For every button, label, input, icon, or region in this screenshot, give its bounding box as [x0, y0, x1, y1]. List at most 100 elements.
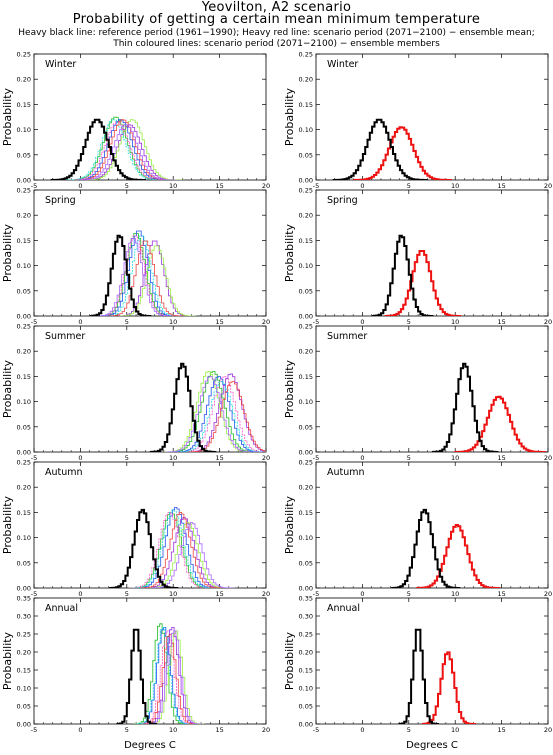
chart-title: Yeovilton, A2 scenario — [201, 0, 352, 15]
chart-subtitle: Probability of getting a certain mean mi… — [72, 12, 481, 27]
axes-frame — [315, 325, 549, 453]
y-axis-label: Probability — [1, 223, 14, 282]
x-tick-label: -5 — [313, 182, 319, 190]
scenario-mean-line — [454, 395, 546, 452]
x-tick-label: -5 — [31, 454, 37, 462]
y-tick-label: 0.00 — [17, 177, 31, 185]
x-tick-label: -5 — [31, 590, 37, 598]
y-tick-label: 0.05 — [299, 151, 313, 159]
y-tick-label: 0.15 — [299, 667, 313, 675]
season-label: Autumn — [327, 467, 365, 478]
series-group — [50, 116, 183, 180]
season-label: Winter — [45, 59, 76, 70]
x-tick-label: -5 — [313, 590, 319, 598]
y-axis-label: Probability — [283, 87, 296, 146]
member-line — [133, 623, 189, 724]
y-axis-label: Probability — [1, 631, 14, 690]
y-axis-label: Probability — [1, 495, 14, 554]
x-tick-label: 10 — [169, 182, 177, 190]
panel-annual-members: 0.00 0.05 0.10 0.15 0.20 0.25 0.30 0.35 -5 0 5 10 15… — [1, 595, 270, 735]
reference-line — [391, 508, 461, 588]
member-line — [108, 240, 185, 316]
member-line — [147, 630, 203, 724]
y-tick-label: 0.15 — [17, 101, 31, 109]
x-tick-label: 0 — [360, 454, 364, 462]
reference-line — [109, 508, 179, 588]
season-label: Annual — [45, 603, 78, 614]
x-tick-label: 20 — [262, 726, 270, 734]
y-tick-label: 0.25 — [17, 631, 31, 639]
axes-frame — [33, 461, 267, 589]
panel-autumn-members: 0.00 0.05 0.10 0.15 0.20 0.25 -5 0 5 10 15 20 Autumn… — [1, 459, 270, 599]
x-tick-label: 10 — [169, 318, 177, 326]
x-tick-label: 15 — [215, 318, 223, 326]
y-tick-label: 0.00 — [17, 449, 31, 457]
reference-line — [371, 234, 434, 316]
x-tick-label: 0 — [360, 182, 364, 190]
member-line — [174, 376, 266, 452]
y-tick-label: 0.00 — [299, 177, 313, 185]
series-group — [149, 362, 266, 452]
x-tick-label: 5 — [125, 182, 129, 190]
reference-line — [398, 628, 439, 724]
x-tick-label: 0 — [360, 318, 364, 326]
x-tick-label: 10 — [451, 454, 459, 462]
x-tick-label: 0 — [78, 182, 82, 190]
x-tick-label: 0 — [78, 726, 82, 734]
x-axis-label: Degrees C — [124, 740, 176, 751]
x-tick-label: 15 — [497, 318, 505, 326]
series-group — [391, 508, 501, 588]
y-tick-label: 0.10 — [17, 685, 31, 693]
y-tick-label: 0.10 — [17, 398, 31, 406]
axes-frame — [33, 597, 267, 725]
member-line — [74, 119, 174, 180]
member-line — [117, 240, 195, 316]
y-tick-label: 0.25 — [17, 459, 31, 467]
series-group — [89, 230, 196, 316]
y-tick-label: 0.10 — [17, 534, 31, 542]
x-tick-label: 10 — [169, 590, 177, 598]
x-tick-label: -5 — [31, 182, 37, 190]
y-axis-label: Probability — [283, 223, 296, 282]
series-group — [431, 362, 546, 452]
member-line — [139, 512, 224, 588]
x-tick-label: 5 — [125, 726, 129, 734]
axes-frame — [315, 597, 549, 725]
y-tick-label: 0.00 — [299, 449, 313, 457]
member-line — [147, 522, 232, 588]
x-tick-label: -5 — [313, 318, 319, 326]
season-label: Annual — [327, 603, 360, 614]
y-tick-label: 0.05 — [17, 151, 31, 159]
y-tick-label: 0.20 — [17, 484, 31, 492]
panel-summer-mean: 0.00 0.05 0.10 0.15 0.20 0.25 -5 0 5 10 15 20 Summer… — [283, 323, 552, 463]
member-line — [135, 507, 220, 588]
member-line — [69, 121, 169, 180]
y-tick-label: 0.20 — [17, 348, 31, 356]
x-axis-label: Degrees C — [406, 740, 458, 751]
season-label: Summer — [45, 331, 85, 342]
x-tick-label: 15 — [215, 590, 223, 598]
member-line — [136, 627, 192, 724]
member-line — [81, 124, 181, 180]
x-tick-label: 5 — [407, 726, 411, 734]
panel-spring-mean: 0.00 0.05 0.10 0.15 0.20 0.25 -5 0 5 10 15 20 Spring… — [283, 187, 552, 327]
season-label: Autumn — [45, 467, 83, 478]
member-line — [143, 517, 228, 588]
x-tick-label: 20 — [544, 590, 552, 598]
y-tick-label: 0.15 — [299, 101, 313, 109]
y-tick-label: 0.35 — [299, 595, 313, 603]
x-tick-label: 10 — [169, 454, 177, 462]
scenario-mean-line — [421, 651, 477, 724]
panel-summer-members: 0.00 0.05 0.10 0.15 0.20 0.25 -5 0 5 10 15 20 Summer… — [1, 323, 270, 463]
y-tick-label: 0.15 — [17, 509, 31, 517]
reference-line — [149, 362, 217, 452]
y-tick-label: 0.10 — [299, 398, 313, 406]
y-tick-label: 0.30 — [17, 613, 31, 621]
member-line — [77, 124, 177, 180]
member-line — [65, 119, 165, 180]
y-tick-label: 0.05 — [17, 287, 31, 295]
x-tick-label: 15 — [497, 182, 505, 190]
x-tick-label: 0 — [360, 726, 364, 734]
season-label: Spring — [45, 195, 76, 206]
member-line — [104, 235, 182, 316]
